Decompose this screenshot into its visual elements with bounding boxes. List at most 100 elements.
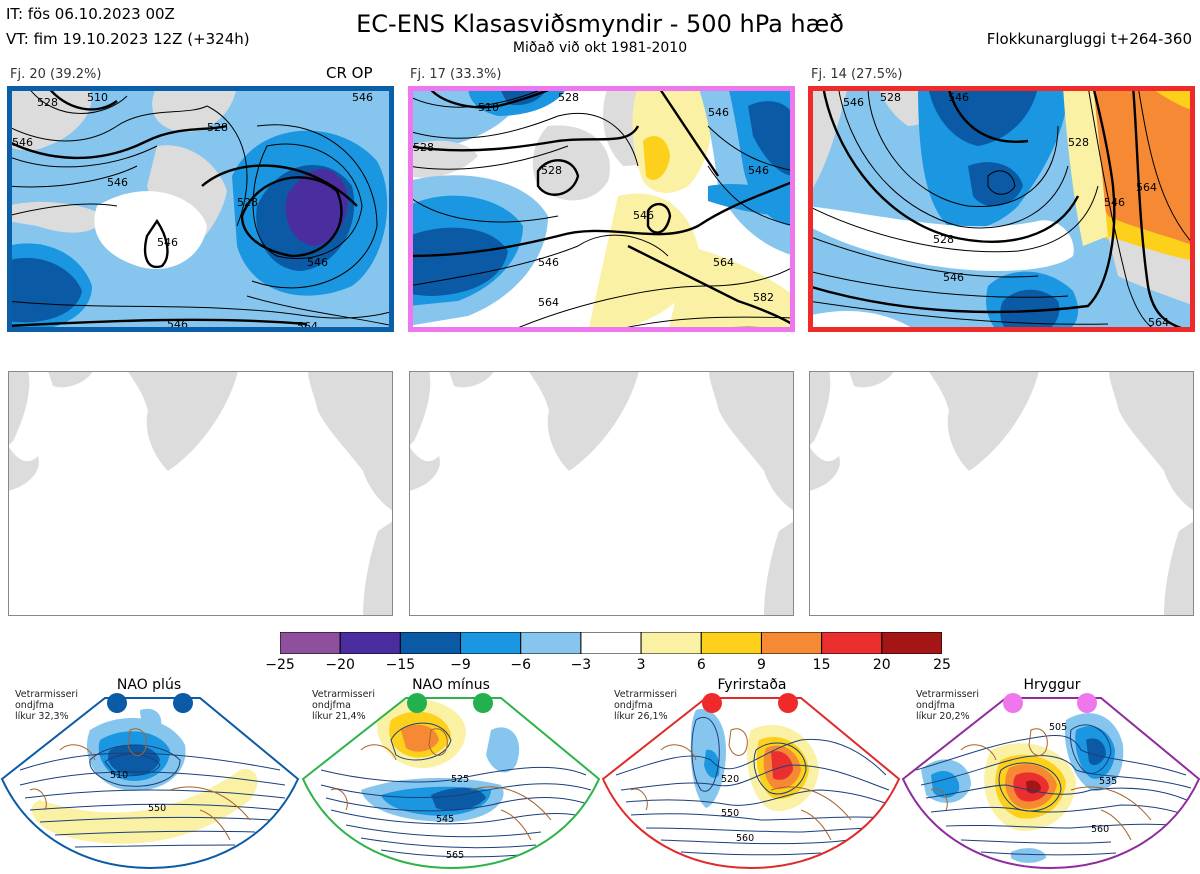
contour-label: 546 [352,91,373,104]
colorbar-tick-label: −20 [325,657,355,673]
colorbar-segment [821,631,883,655]
colorbar-tick-label: −9 [450,657,471,673]
contour-label: 550 [721,808,739,819]
colorbar-tick-label: −6 [510,657,531,673]
regime-marker-nao-minus-1 [407,693,427,713]
regime-marker-blocking-1 [702,693,722,713]
regime-3-border [601,697,901,870]
contour-label: 528 [1068,136,1089,149]
contour-label: 560 [1091,824,1109,835]
contour-label: 546 [708,106,729,119]
regime-marker-blocking-2 [778,693,798,713]
cluster-1-border [7,86,394,332]
cluster-3-border [808,86,1195,332]
contour-label: 510 [478,101,499,114]
colorbar-tick-label: 9 [757,657,766,673]
cluster-map-2[interactable]: 510 528 528 546 546 546 564 564 582 528 … [408,86,795,332]
regime-marker-nao-plus-2 [173,693,193,713]
contour-label: 546 [633,209,654,222]
contour-label: 528 [207,121,228,134]
contour-label: 528 [541,164,562,177]
contour-label: 546 [107,176,128,189]
contour-label: 528 [880,91,901,104]
contour-label: 582 [753,291,774,304]
regime-map-nao-minus[interactable]: 525 545 565 [301,690,601,870]
cluster-2-label: Fj. 17 (33.3%) [410,67,502,82]
colorbar [279,631,943,655]
regime-map-ridge[interactable]: 505 535 560 [901,690,1200,870]
colorbar-tick-label: 6 [696,657,706,673]
init-time: IT: fös 06.10.2023 00Z [6,5,175,23]
colorbar-segment [760,631,823,655]
page-title: EC-ENS Klasasviðsmyndir - 500 hPa hæð [356,10,844,38]
contour-label: 528 [237,196,258,209]
colorbar-segment [700,631,762,655]
colorbar-segment [881,631,943,655]
regime-marker-nao-plus-1 [107,693,127,713]
contour-label: 564 [1148,316,1169,329]
contour-label: 546 [12,136,33,149]
contour-label: 546 [1104,196,1125,209]
empty-map-1 [8,371,393,616]
regime-title-nao-plus: NAO plús [116,677,182,693]
colorbar-segment [279,631,341,655]
contour-label: 510 [87,91,108,104]
contour-label: 546 [157,236,178,249]
colorbar-segment [580,631,642,655]
empty-map-3 [809,371,1194,616]
contour-label: 528 [413,141,434,154]
regime-marker-nao-minus-2 [473,693,493,713]
cr-op-label: CR OP [326,64,373,82]
contour-label: 546 [748,164,769,177]
contour-label: 528 [933,233,954,246]
cluster-1-label: Fj. 20 (39.2%) [10,67,102,82]
cluster-map-3[interactable]: 546 528 546 528 546 564 546 564 528 [808,86,1195,332]
contour-label: 520 [721,774,739,785]
regime-title-ridge: Hryggur [1023,677,1081,693]
regime-climatology-3: Vetrarmisseri ondjfma líkur 26,1% [614,689,677,722]
contour-label: 565 [446,850,464,861]
contour-label: 546 [943,271,964,284]
page-subtitle: Miðað við okt 1981-2010 [512,40,688,56]
contour-label: 505 [1049,722,1067,733]
cluster-3-label: Fj. 14 (27.5%) [811,67,903,82]
regime-marker-ridge-2 [1077,693,1097,713]
colorbar-tick-label: 15 [812,657,831,673]
colorbar-tick-label: 25 [933,657,951,673]
regime-climatology-2: Vetrarmisseri ondjfma líkur 21,4% [312,689,375,722]
regime-climatology-4: Vetrarmisseri ondjfma líkur 20,2% [916,689,979,722]
colorbar-tick-label: −15 [385,657,416,673]
contour-label: 528 [558,91,579,104]
contour-label: 546 [843,96,864,109]
contour-label: 546 [948,91,969,104]
regime-climatology-1: Vetrarmisseri ondjfma líkur 32,3% [15,689,78,722]
regime-title-blocking: Fyrirstaða [717,677,787,693]
contour-label: 510 [110,770,128,781]
regime-marker-ridge-1 [1003,693,1023,713]
contour-label: 528 [37,96,58,109]
contour-label: 535 [1099,776,1117,787]
regime-map-nao-plus[interactable]: 510 550 [0,690,300,870]
classification-window: Flokkunargluggi t+264-360 [986,30,1192,48]
colorbar-tick-label: 20 [872,657,891,673]
colorbar-tick-label: 3 [636,657,646,673]
contour-label: 546 [307,256,328,269]
regime-2-border [301,697,601,870]
colorbar-segment [339,631,401,655]
colorbar-tick-label: −3 [570,657,592,673]
regime-map-blocking[interactable]: 520 550 560 [601,690,901,870]
empty-map-2 [409,371,794,616]
colorbar-segment [640,631,702,655]
cluster-2-border [408,86,795,332]
contour-label: 564 [1136,181,1157,194]
cluster-map-1[interactable]: 528 528 546 546 510 546 546 528 546 546 … [7,86,394,332]
contour-label: 525 [451,774,469,785]
colorbar-segment [460,631,522,655]
valid-time: VT: fim 19.10.2023 12Z (+324h) [6,30,250,48]
contour-label: 564 [538,296,559,309]
regime-1-border [0,697,300,870]
contour-label: 560 [736,833,754,844]
regime-markers [107,693,1097,713]
colorbar-segment [520,631,582,655]
contour-label: 545 [436,814,454,825]
